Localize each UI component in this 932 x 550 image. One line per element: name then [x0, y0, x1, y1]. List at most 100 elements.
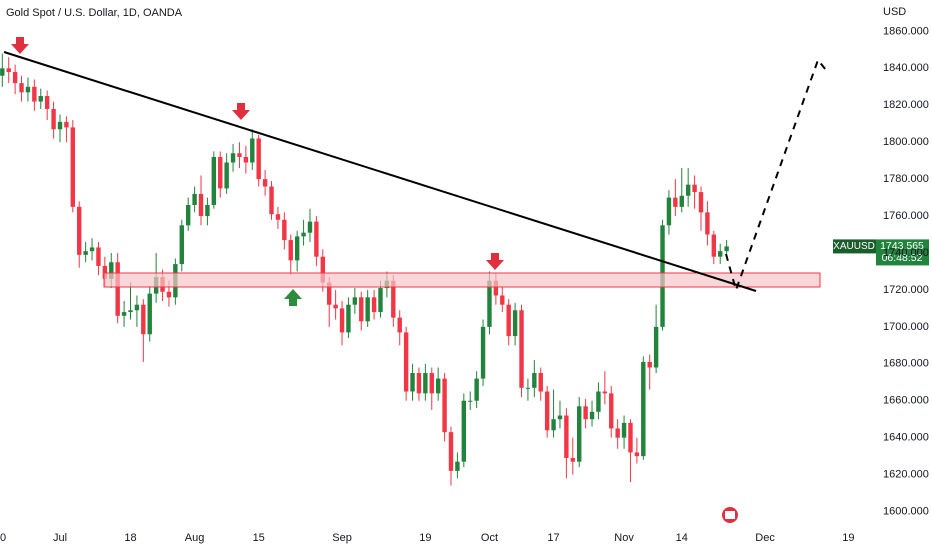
candle-body — [121, 312, 127, 316]
candle-body — [711, 234, 717, 257]
symbol-label: XAUUSD — [833, 241, 875, 252]
candle-body — [673, 197, 678, 207]
x-tick-label: 15 — [253, 532, 265, 544]
candle-body — [307, 221, 313, 233]
projection-path — [725, 57, 827, 294]
sell-arrow — [11, 37, 29, 54]
sell-arrow — [232, 103, 250, 120]
event-icon-flag — [725, 511, 735, 519]
candle-body — [634, 452, 640, 457]
chart-title: Gold Spot / U.S. Dollar, 1D, OANDA — [6, 7, 183, 19]
candle-body — [397, 317, 402, 333]
candle-body — [371, 297, 377, 313]
candle-body — [442, 378, 447, 433]
y-tick-label: 1840.000 — [883, 62, 929, 74]
y-tick-label: 1800.000 — [883, 136, 929, 148]
candle-body — [185, 204, 191, 226]
candle-body — [538, 373, 543, 392]
candle-body — [89, 247, 95, 252]
symbol-box — [833, 239, 876, 254]
candle-body — [493, 280, 499, 296]
candle-body — [57, 121, 63, 130]
candle-body — [282, 219, 287, 241]
candle-body — [346, 304, 351, 333]
candle-body — [685, 184, 691, 196]
candle-body — [115, 262, 120, 316]
candle-body — [468, 400, 473, 402]
candle-body — [474, 378, 479, 401]
y-tick-label: 1860.000 — [883, 25, 929, 37]
y-tick-label: 1720.000 — [883, 284, 929, 296]
candle-body — [179, 225, 184, 265]
candle-body — [96, 247, 101, 266]
candle-body — [403, 332, 409, 392]
candle-body — [38, 96, 43, 102]
candle-body — [551, 419, 556, 431]
candle-body — [205, 204, 210, 217]
x-tick-label: 14 — [676, 532, 688, 544]
candle-body — [6, 68, 11, 73]
candle-body — [679, 195, 684, 207]
candle-body — [589, 411, 595, 420]
candle-body — [243, 156, 249, 163]
candle-body — [25, 86, 31, 93]
candle-body — [327, 282, 332, 305]
candle-body — [77, 206, 82, 255]
candle-body — [237, 153, 242, 157]
candle-body — [147, 293, 152, 335]
candle-body — [262, 179, 268, 187]
y-tick-label: 1680.000 — [883, 358, 929, 370]
candle-body — [544, 391, 550, 431]
candle-body — [461, 400, 467, 462]
candle-body — [621, 422, 627, 438]
candle-body — [218, 156, 223, 189]
candle-body — [641, 361, 646, 457]
x-tick-label: Dec — [755, 532, 775, 544]
y-tick-label: 1600.000 — [883, 505, 929, 517]
candle-body — [269, 186, 274, 215]
candle-body — [692, 184, 697, 193]
candle-body — [500, 295, 505, 305]
y-tick-label: 1780.000 — [883, 173, 929, 185]
x-tick-label: 19 — [842, 532, 854, 544]
x-tick-label: Aug — [185, 532, 205, 544]
candle-body — [198, 193, 204, 217]
candle-body — [192, 193, 197, 205]
candle-body — [294, 236, 300, 261]
candle-body — [12, 72, 18, 84]
candle-body — [64, 121, 69, 128]
candle-body — [134, 304, 140, 311]
candle-body — [564, 415, 569, 458]
candle-body — [352, 297, 358, 305]
candle-body — [647, 361, 652, 368]
candle-body — [557, 415, 563, 420]
candle-body — [44, 96, 50, 109]
candle-body — [609, 393, 614, 429]
x-tick-label: Sep — [332, 532, 352, 544]
candle-body — [532, 373, 537, 388]
candle-body — [698, 192, 704, 213]
candle-body — [256, 138, 261, 180]
x-tick-label: 18 — [124, 532, 136, 544]
candle-body — [429, 373, 434, 394]
candle-body — [378, 288, 383, 313]
support-zone — [103, 272, 821, 288]
buy-arrow — [284, 289, 302, 306]
candle-body — [570, 457, 575, 462]
candle-body — [320, 256, 325, 283]
candle-body — [230, 153, 236, 163]
candle-body — [333, 304, 338, 309]
candle-body — [448, 432, 454, 471]
candle-body — [653, 326, 659, 368]
candle-body — [724, 246, 729, 252]
candle-body — [51, 108, 56, 130]
candle-body — [423, 373, 428, 394]
y-tick-label: 1620.000 — [883, 469, 929, 481]
candle-body — [275, 214, 281, 220]
y-tick-label: 1820.000 — [883, 99, 929, 111]
x-tick-label: Nov — [614, 532, 634, 544]
candle-body — [577, 406, 582, 462]
countdown: 06:48:52 — [882, 252, 923, 264]
candle-body — [435, 378, 441, 394]
